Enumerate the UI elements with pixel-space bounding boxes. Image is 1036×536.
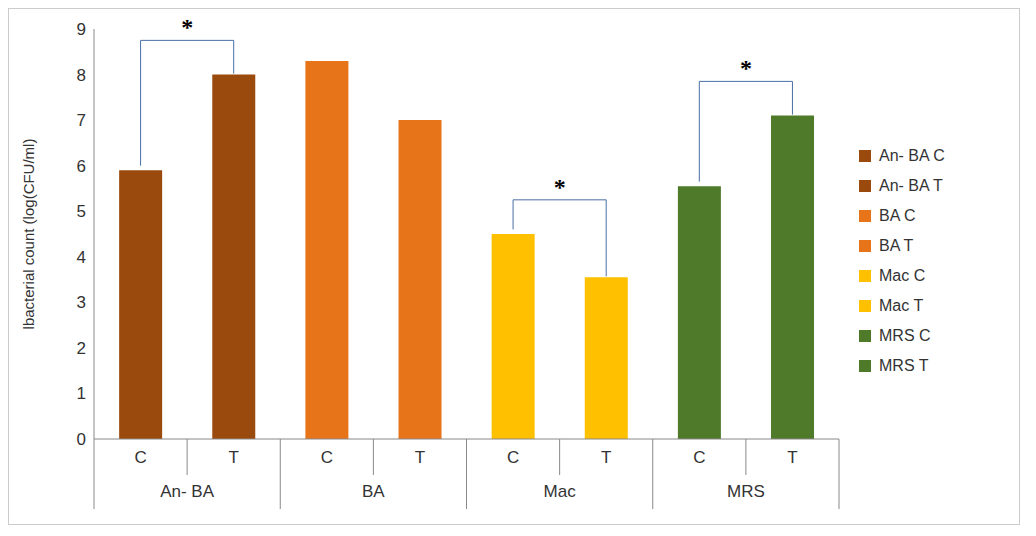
svg-text:6: 6 xyxy=(77,157,86,176)
svg-text:An- BA: An- BA xyxy=(160,482,215,501)
svg-text:Mac: Mac xyxy=(544,482,577,501)
html-text:BA C: BA C xyxy=(879,206,916,224)
svg-text:T: T xyxy=(787,448,797,467)
html-text:An- BA C: An- BA C xyxy=(879,146,945,164)
svg-text:T: T xyxy=(601,448,611,467)
svg-text:MRS: MRS xyxy=(727,482,765,501)
svg-text:4: 4 xyxy=(77,248,86,267)
html-text:BA T: BA T xyxy=(879,236,914,254)
svg-text:T: T xyxy=(228,448,238,467)
html-text:Mac T: Mac T xyxy=(879,296,924,314)
svg-text:8: 8 xyxy=(77,66,86,85)
svg-text:C: C xyxy=(134,448,146,467)
svg-text:*: * xyxy=(740,55,752,81)
svg-text:BA: BA xyxy=(362,482,385,501)
svg-text:C: C xyxy=(693,448,705,467)
svg-text:7: 7 xyxy=(77,111,86,130)
html-text:Mac C: Mac C xyxy=(879,266,926,284)
svg-text:lbacterial count (log(CFU/ml): lbacterial count (log(CFU/ml) xyxy=(20,139,37,330)
svg-text:9: 9 xyxy=(77,20,86,39)
html-text:MRS T: MRS T xyxy=(879,356,929,374)
html-text:MRS C: MRS C xyxy=(879,326,931,344)
svg-text:*: * xyxy=(181,14,193,40)
svg-text:T: T xyxy=(415,448,425,467)
html-text:An- BA T: An- BA T xyxy=(879,176,943,194)
svg-text:1: 1 xyxy=(77,384,86,403)
svg-text:3: 3 xyxy=(77,293,86,312)
svg-text:0: 0 xyxy=(77,430,86,449)
svg-text:*: * xyxy=(554,174,566,200)
svg-text:5: 5 xyxy=(77,202,86,221)
svg-text:C: C xyxy=(321,448,333,467)
svg-text:2: 2 xyxy=(77,339,86,358)
svg-text:C: C xyxy=(507,448,519,467)
